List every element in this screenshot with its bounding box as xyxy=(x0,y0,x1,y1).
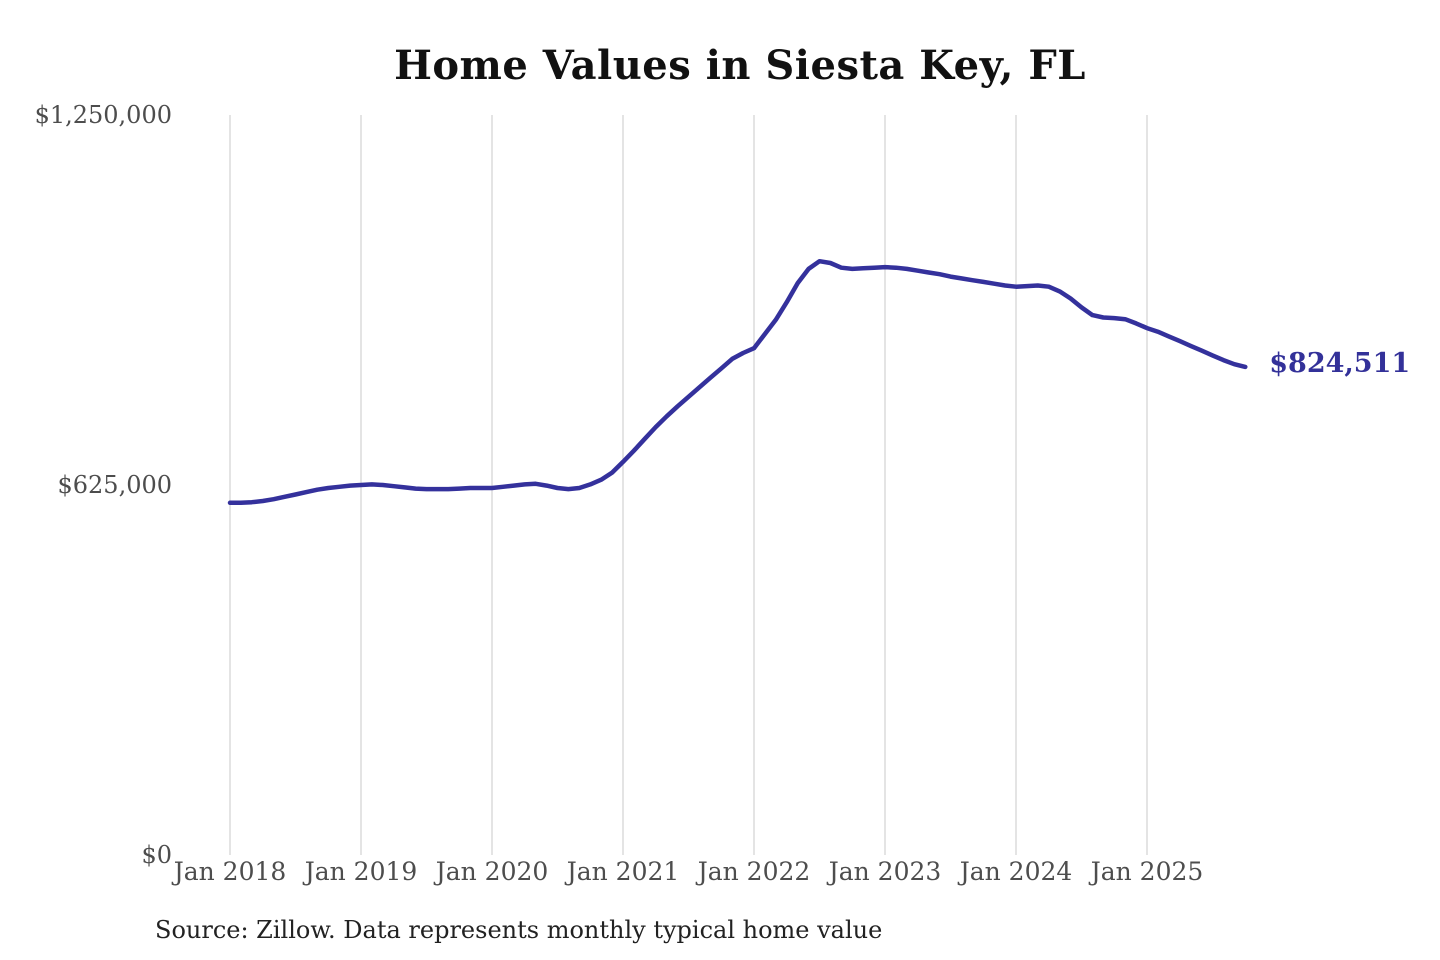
x-tick-label: Jan 2021 xyxy=(564,857,680,886)
y-tick-label: $0 xyxy=(141,841,172,869)
x-tick-label: Jan 2023 xyxy=(826,857,942,886)
x-tick-label: Jan 2024 xyxy=(957,857,1073,886)
x-tick-label: Jan 2025 xyxy=(1088,857,1204,886)
x-tick-label: Jan 2022 xyxy=(695,857,811,886)
home-value-line xyxy=(227,258,1248,506)
chart-title: Home Values in Siesta Key, FL xyxy=(394,42,1086,89)
y-tick-label: $1,250,000 xyxy=(35,101,172,129)
current-value-label: $824,511 xyxy=(1269,348,1410,379)
y-tick-label: $625,000 xyxy=(57,471,172,499)
source-note: Source: Zillow. Data represents monthly … xyxy=(155,916,883,944)
x-tick-label: Jan 2020 xyxy=(433,857,549,886)
x-tick-label: Jan 2018 xyxy=(171,857,287,886)
x-tick-label: Jan 2019 xyxy=(302,857,418,886)
